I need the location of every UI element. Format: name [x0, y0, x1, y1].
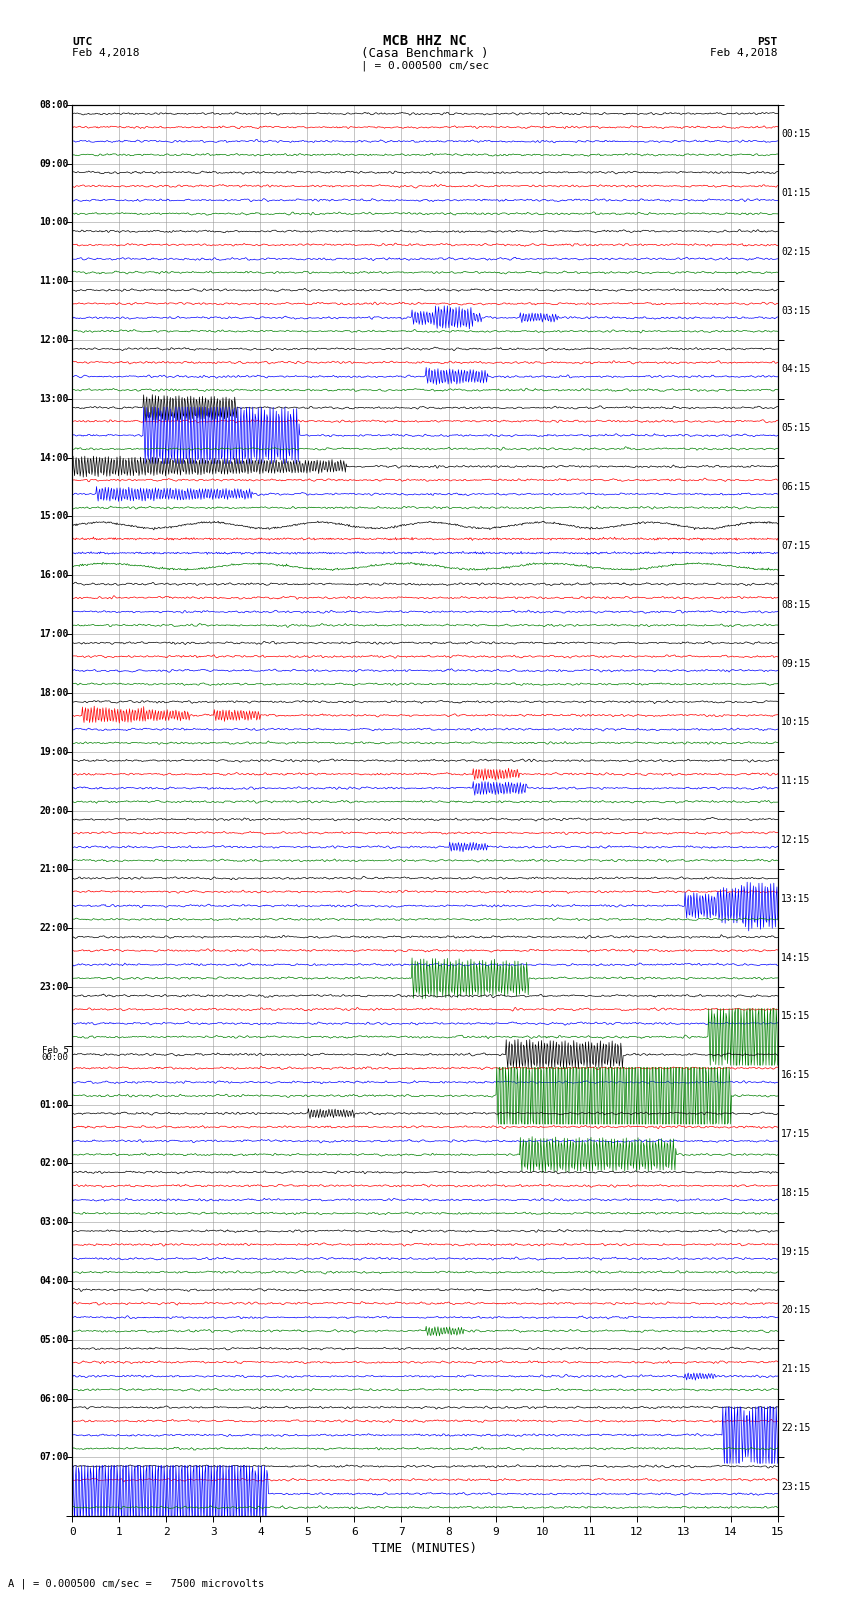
Text: 15:00: 15:00	[39, 511, 69, 521]
Text: 12:00: 12:00	[39, 336, 69, 345]
Text: | = 0.000500 cm/sec: | = 0.000500 cm/sec	[361, 60, 489, 71]
Text: Feb 4,2018: Feb 4,2018	[72, 48, 139, 58]
Text: 17:15: 17:15	[781, 1129, 811, 1139]
Text: 15:15: 15:15	[781, 1011, 811, 1021]
Text: 07:15: 07:15	[781, 540, 811, 552]
Text: 21:15: 21:15	[781, 1365, 811, 1374]
Text: 06:15: 06:15	[781, 482, 811, 492]
Text: 05:00: 05:00	[39, 1336, 69, 1345]
Text: 18:15: 18:15	[781, 1187, 811, 1198]
Text: 05:15: 05:15	[781, 423, 811, 434]
Text: 06:00: 06:00	[39, 1394, 69, 1403]
Text: 00:00: 00:00	[42, 1053, 69, 1061]
Text: 00:15: 00:15	[781, 129, 811, 139]
Text: 02:00: 02:00	[39, 1158, 69, 1168]
Text: 03:00: 03:00	[39, 1218, 69, 1227]
Text: 22:00: 22:00	[39, 923, 69, 934]
Text: 01:00: 01:00	[39, 1100, 69, 1110]
Text: 09:00: 09:00	[39, 158, 69, 169]
Text: 21:00: 21:00	[39, 865, 69, 874]
Text: 02:15: 02:15	[781, 247, 811, 256]
X-axis label: TIME (MINUTES): TIME (MINUTES)	[372, 1542, 478, 1555]
Text: PST: PST	[757, 37, 778, 47]
Text: 22:15: 22:15	[781, 1423, 811, 1432]
Text: 01:15: 01:15	[781, 189, 811, 198]
Text: 12:15: 12:15	[781, 836, 811, 845]
Text: 08:15: 08:15	[781, 600, 811, 610]
Text: 20:00: 20:00	[39, 805, 69, 816]
Text: 10:15: 10:15	[781, 718, 811, 727]
Text: Feb 4,2018: Feb 4,2018	[711, 48, 778, 58]
Text: 13:15: 13:15	[781, 894, 811, 903]
Text: Feb 5: Feb 5	[42, 1045, 69, 1055]
Text: 07:00: 07:00	[39, 1452, 69, 1463]
Text: 17:00: 17:00	[39, 629, 69, 639]
Text: (Casa Benchmark ): (Casa Benchmark )	[361, 47, 489, 60]
Text: 11:00: 11:00	[39, 276, 69, 286]
Text: A | = 0.000500 cm/sec =   7500 microvolts: A | = 0.000500 cm/sec = 7500 microvolts	[8, 1578, 264, 1589]
Text: UTC: UTC	[72, 37, 93, 47]
Text: 11:15: 11:15	[781, 776, 811, 786]
Text: 13:00: 13:00	[39, 394, 69, 403]
Text: 10:00: 10:00	[39, 218, 69, 227]
Text: MCB HHZ NC: MCB HHZ NC	[383, 34, 467, 48]
Text: 04:00: 04:00	[39, 1276, 69, 1286]
Text: 19:00: 19:00	[39, 747, 69, 756]
Text: 23:00: 23:00	[39, 982, 69, 992]
Text: 14:00: 14:00	[39, 453, 69, 463]
Text: 16:15: 16:15	[781, 1069, 811, 1081]
Text: 20:15: 20:15	[781, 1305, 811, 1315]
Text: 14:15: 14:15	[781, 953, 811, 963]
Text: 03:15: 03:15	[781, 306, 811, 316]
Text: 04:15: 04:15	[781, 365, 811, 374]
Text: 08:00: 08:00	[39, 100, 69, 110]
Text: 19:15: 19:15	[781, 1247, 811, 1257]
Text: 16:00: 16:00	[39, 571, 69, 581]
Text: 18:00: 18:00	[39, 687, 69, 698]
Text: 23:15: 23:15	[781, 1482, 811, 1492]
Text: 09:15: 09:15	[781, 658, 811, 668]
